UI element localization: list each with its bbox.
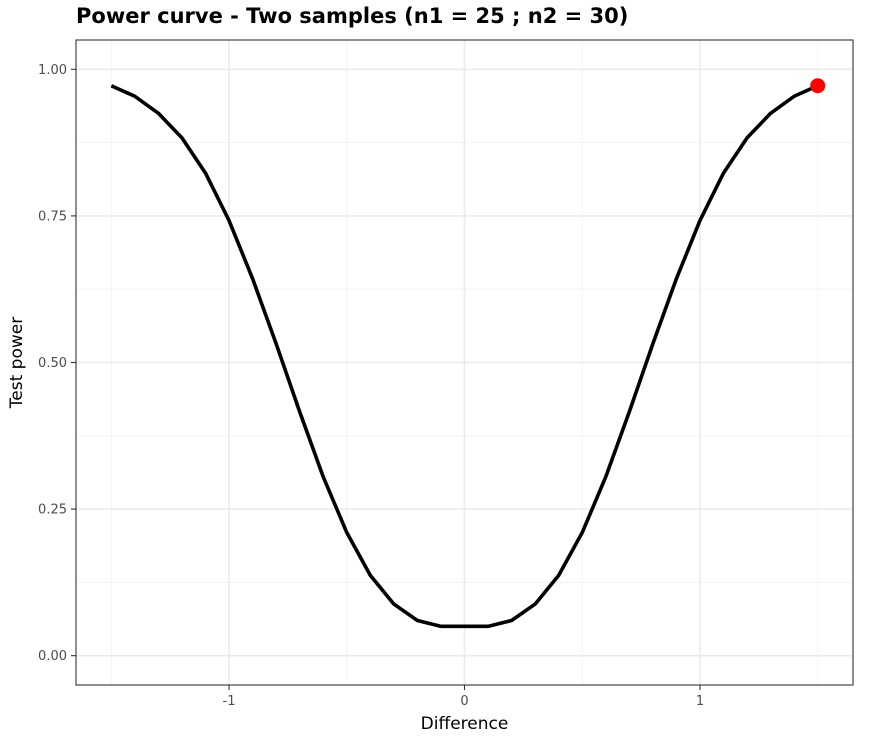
x-tick-label: 0	[460, 694, 468, 709]
major-grid	[76, 40, 853, 685]
x-axis-label: Difference	[421, 714, 509, 734]
y-axis: 0.00 0.25 0.50 0.75 1.00	[38, 63, 76, 664]
y-tick-label: 0.75	[38, 209, 67, 224]
power-curve-line	[110, 84, 819, 629]
series-layer	[110, 78, 826, 629]
x-tick-label: -1	[223, 694, 236, 709]
x-tick-label: 1	[696, 694, 704, 709]
y-tick-label: 0.50	[38, 356, 67, 371]
x-axis: -1 0 1	[223, 685, 704, 709]
y-tick-label: 0.25	[38, 503, 67, 518]
highlight-point	[810, 78, 826, 94]
y-tick-label: 1.00	[38, 63, 67, 78]
y-axis-label: Test power	[7, 317, 27, 409]
y-tick-label: 0.00	[38, 649, 67, 664]
chart-title: Power curve - Two samples (n1 = 25 ; n2 …	[76, 4, 628, 28]
